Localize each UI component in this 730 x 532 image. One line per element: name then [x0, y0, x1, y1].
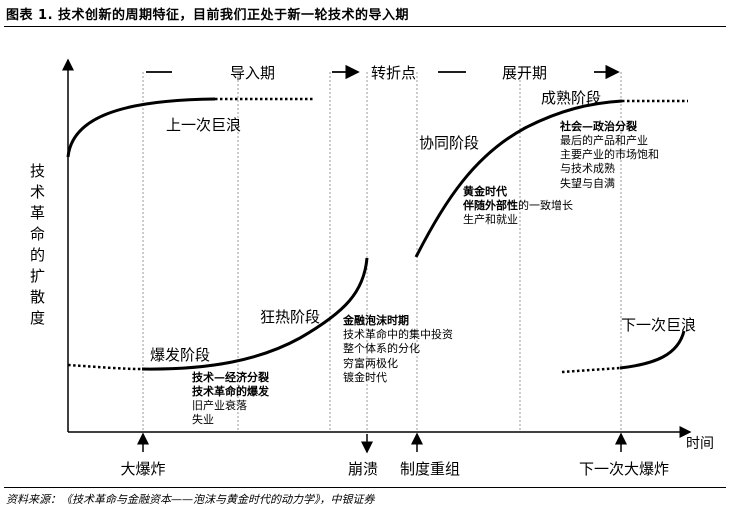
previous-wave-label: 上一次巨浪: [166, 116, 241, 134]
event-markers: [137, 432, 627, 454]
period-installation: 导入期: [230, 64, 275, 82]
event-labels: 大爆炸 崩溃 制度重组 下一次大爆炸: [120, 460, 669, 478]
event-collapse: 崩溃: [348, 460, 378, 478]
previous-wave-curve: [66, 97, 216, 158]
irruption-notes: 技术—经济分裂 技术革命的爆发 旧产业衰落 失业: [192, 370, 270, 426]
y-axis-char: 术: [30, 183, 45, 201]
frenzy-notes: 金融泡沫时期 技术革命中的集中投资 整个体系的分化 穷富两极化 镀金时代: [342, 313, 453, 384]
note-line: 最后的产品和产业: [560, 133, 648, 147]
note-line: 技术革命的爆发: [192, 384, 270, 398]
installation-curve: [141, 257, 369, 371]
pre-irruption-dotted: [67, 363, 143, 371]
bottom-rule: [4, 487, 726, 488]
note-line: 穷富两极化: [343, 356, 398, 370]
note-bold-part: 伴随外部性: [462, 198, 518, 212]
phase-frenzy: 狂热阶段: [260, 308, 320, 326]
note-line: 旧产业衰落: [192, 398, 247, 412]
y-axis-char: 革: [30, 204, 45, 222]
note-line: 技术革命中的集中投资: [343, 327, 453, 341]
period-turning-point: 转折点: [371, 64, 416, 82]
maturity-notes: 社会—政治分裂 最后的产品和产业 主要产业的市场饱和 与技术成熟 失望与自满: [559, 119, 659, 190]
period-header: 导入期 转折点 展开期: [146, 64, 620, 82]
phase-irruption: 爆发阶段: [150, 346, 210, 364]
note-line: 主要产业的市场饱和: [560, 147, 659, 161]
event-big-bang: 大爆炸: [120, 460, 165, 478]
note-line: 生产和就业: [463, 212, 518, 226]
deployment-curve: [414, 99, 623, 258]
y-axis-char: 扩: [30, 267, 45, 285]
note-line: 社会—政治分裂: [559, 119, 637, 133]
next-wave-dotted: [561, 366, 621, 374]
next-wave-curve: [619, 330, 686, 370]
period-deployment: 展开期: [502, 64, 547, 82]
source-note: 资料来源：《技术革命与金融资本——泡沫与黄金时代的动力学》，中银证券: [6, 493, 375, 506]
note-line: 黄金时代: [463, 184, 507, 198]
y-axis-char: 散: [30, 288, 45, 306]
note-regular-part: 的一致增长: [518, 198, 573, 212]
note-line: 金融泡沫时期: [342, 313, 409, 327]
period-gridlines: [142, 72, 622, 432]
note-line: 伴随外部性的一致增长: [462, 198, 573, 212]
y-axis-char: 的: [30, 246, 45, 264]
note-line: 失望与自满: [560, 177, 615, 190]
event-next-big-bang: 下一次大爆炸: [579, 460, 669, 478]
note-line: 技术—经济分裂: [192, 370, 269, 384]
top-rule: [4, 26, 726, 27]
note-line: 整个体系的分化: [343, 341, 420, 355]
note-line: 镀金时代: [343, 370, 387, 384]
y-axis-char: 命: [30, 225, 45, 243]
figure-title: 图表 1. 技术创新的周期特征，目前我们正处于新一轮技术的导入期: [6, 8, 410, 23]
note-line: 失业: [192, 413, 214, 426]
x-axis-label: 时间: [686, 436, 714, 452]
phase-maturity: 成熟阶段: [541, 89, 601, 107]
y-axis-label: 技 术 革 命 的 扩 散 度: [30, 162, 45, 327]
y-axis-char: 技: [30, 162, 45, 180]
phase-synergy: 协同阶段: [419, 134, 479, 152]
synergy-notes: 黄金时代 伴随外部性的一致增长 生产和就业: [462, 184, 573, 226]
y-axis-char: 度: [30, 309, 45, 327]
note-line: 与技术成熟: [560, 161, 615, 175]
next-wave-label: 下一次巨浪: [621, 316, 696, 334]
event-restructuring: 制度重组: [400, 460, 460, 478]
